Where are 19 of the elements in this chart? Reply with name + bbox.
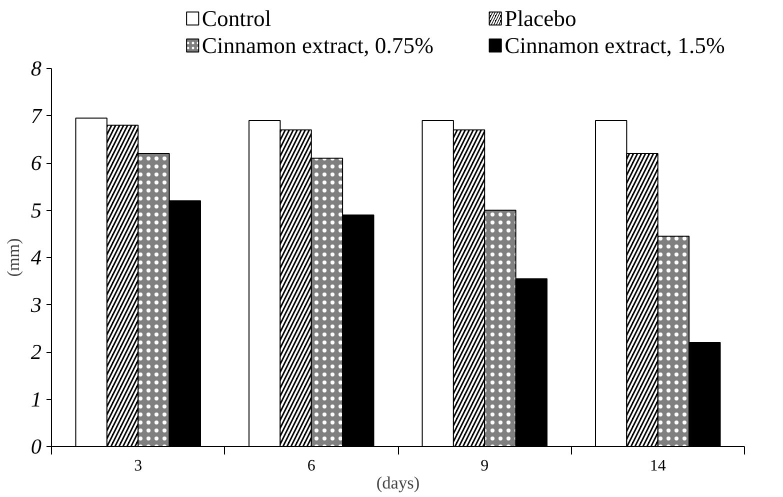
y-tick-label: 1 <box>30 387 42 412</box>
y-tick-label: 4 <box>30 246 42 270</box>
x-tick-label: 6 <box>307 458 316 474</box>
y-tick-label: 7 <box>30 104 43 128</box>
y-tick-label: 0 <box>30 434 42 458</box>
legend-label: Placebo <box>504 6 576 31</box>
y-tick-label: 8 <box>30 56 42 80</box>
y-axis-title: (mm) <box>4 238 23 277</box>
x-axis-title: (days) <box>376 474 420 492</box>
x-tick-label: 9 <box>480 458 489 474</box>
y-tick-label: 5 <box>30 198 42 222</box>
x-tick-label: 14 <box>650 458 666 474</box>
legend-label: Control <box>202 6 272 31</box>
legend-label: Cinnamon extract, 0.75% <box>202 33 434 58</box>
y-tick-label: 3 <box>30 292 42 317</box>
y-tick-label: 2 <box>30 340 42 364</box>
y-tick-label: 6 <box>30 151 42 175</box>
x-tick-label: 3 <box>134 458 142 474</box>
legend-label: Cinnamon extract, 1.5% <box>504 33 725 58</box>
